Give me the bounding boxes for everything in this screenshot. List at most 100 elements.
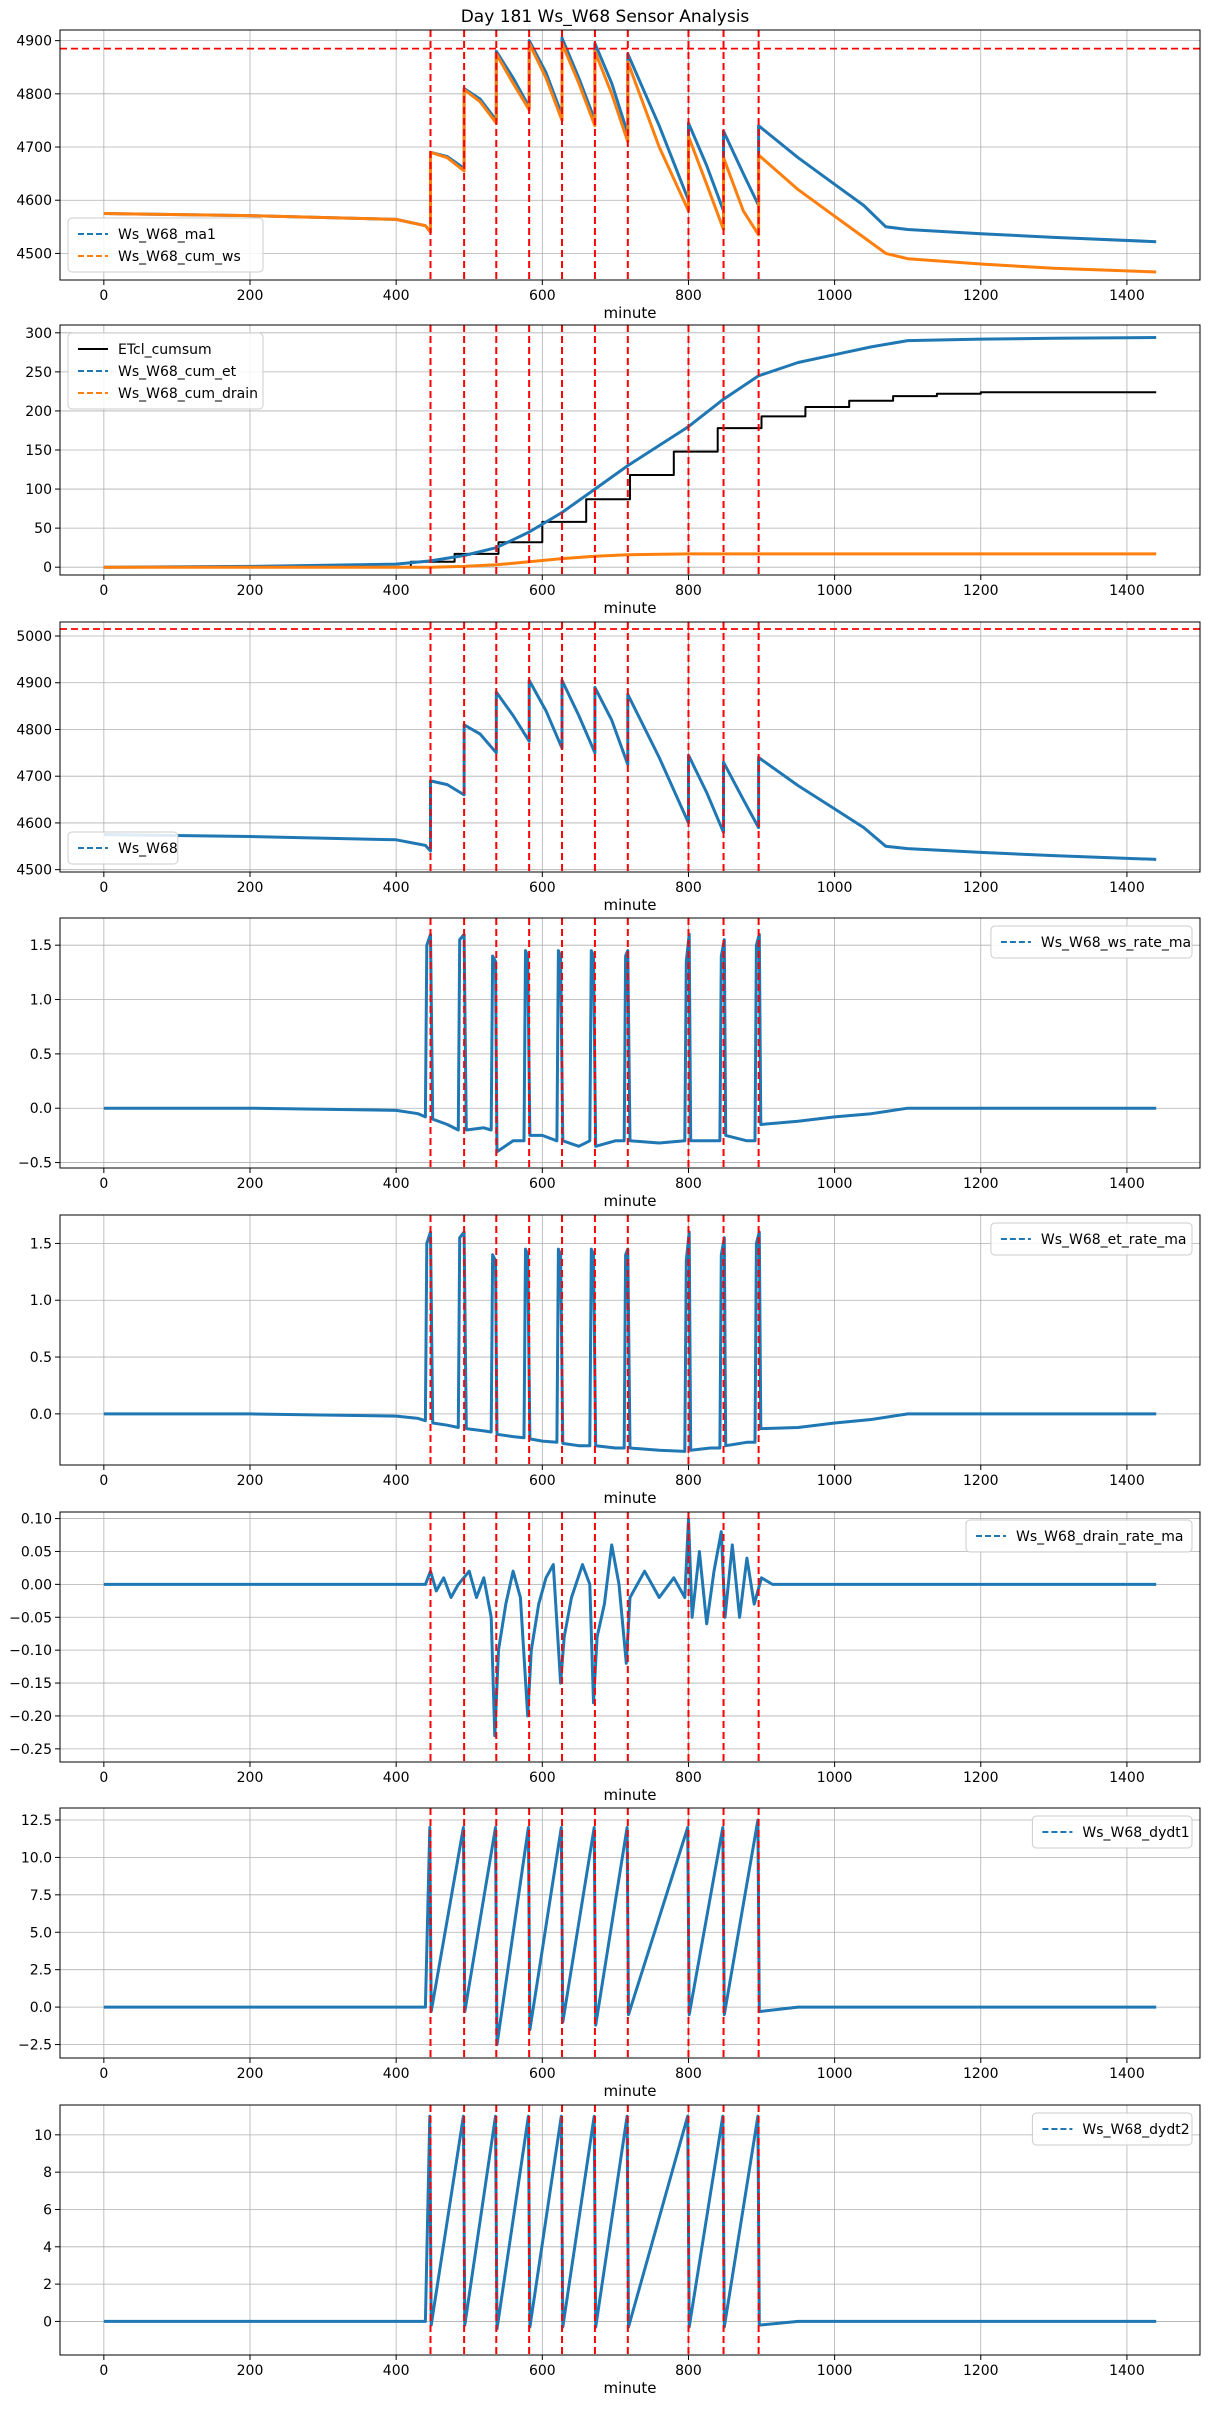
y-tick-label: 1.0: [30, 1293, 52, 1309]
x-tick-label: 1000: [817, 583, 853, 599]
series-line-Ws_W68_cum_ws: [103, 41, 1157, 274]
legend-box: [1031, 1815, 1193, 1849]
x-tick-label: 1000: [817, 2066, 853, 2082]
legend-label: ETcl_cumsum: [118, 342, 212, 358]
y-tick-label: 4500: [16, 863, 52, 879]
series-line-ETcl_cumsum: [103, 391, 1157, 569]
x-tick-label: 600: [529, 2363, 556, 2379]
y-tick-label: 0.10: [21, 1512, 52, 1528]
y-tick-label: 5.0: [30, 1925, 52, 1941]
x-tick-label: 600: [529, 1176, 556, 1192]
x-tick-label: 800: [675, 2363, 702, 2379]
x-tick-label: 1400: [1109, 1473, 1145, 1489]
series-line-Ws_W68_et_rate_ma: [103, 1230, 1157, 1453]
x-tick-label: 1000: [817, 2363, 853, 2379]
legend-box: [67, 332, 264, 410]
legend: Ws_W68_ma1 Ws_W68_cum_ws: [67, 217, 264, 273]
y-tick-label: 2: [43, 2277, 52, 2293]
x-tick-label: 600: [529, 288, 556, 304]
x-tick-label: 1400: [1109, 1770, 1145, 1786]
y-tick-label: 4600: [16, 816, 52, 832]
x-tick-label: 0: [99, 1473, 108, 1489]
x-axis-label: minute: [604, 1786, 657, 1804]
legend: Ws_W68_dydt1: [1031, 1815, 1193, 1849]
x-tick-label: 800: [675, 1473, 702, 1489]
y-tick-label: 4900: [16, 676, 52, 692]
x-tick-label: 200: [237, 1473, 264, 1489]
x-tick-label: 400: [383, 583, 410, 599]
x-tick-label: 600: [529, 2066, 556, 2082]
axes-frame: [59, 1214, 1201, 1466]
x-tick-label: 400: [383, 2066, 410, 2082]
axes-frame: [59, 1511, 1201, 1763]
y-tick-label: 4600: [16, 193, 52, 209]
x-tick-label: 800: [675, 583, 702, 599]
y-tick-label: −0.05: [9, 1610, 52, 1626]
y-tick-label: 0.05: [21, 1544, 52, 1560]
y-tick-label: 10.0: [21, 1850, 52, 1866]
x-tick-label: 800: [675, 288, 702, 304]
y-tick-label: 2.5: [30, 1963, 52, 1979]
x-tick-label: 1400: [1109, 1176, 1145, 1192]
x-axis-label: minute: [604, 304, 657, 322]
series-line-Ws_W68_cum_et: [103, 336, 1157, 569]
x-tick-label: 0: [99, 2363, 108, 2379]
panel-2: 0 200 400 600 800 1000 1200 1400 0 50 100 150 200 250…: [25, 324, 1201, 617]
plot-area: [60, 30, 1200, 280]
y-tick-label: 0.0: [30, 2000, 52, 2016]
series-line-Ws_W68: [103, 678, 1157, 861]
x-tick-label: 200: [237, 1176, 264, 1192]
y-tick-label: −0.25: [9, 1742, 52, 1758]
x-tick-label: 1400: [1109, 880, 1145, 896]
legend-label: Ws_W68_ws_rate_ma: [1041, 935, 1191, 951]
y-tick-label: 100: [25, 482, 52, 498]
x-tick-label: 200: [237, 583, 264, 599]
x-tick-label: 1200: [963, 2363, 999, 2379]
x-axis-label: minute: [604, 1489, 657, 1507]
x-tick-label: 600: [529, 583, 556, 599]
y-tick-label: 12.5: [21, 1813, 52, 1829]
x-tick-label: 400: [383, 880, 410, 896]
x-tick-label: 400: [383, 1473, 410, 1489]
y-tick-label: −0.15: [9, 1676, 52, 1692]
x-tick-label: 1000: [817, 1176, 853, 1192]
x-tick-label: 0: [99, 1770, 108, 1786]
x-tick-label: 0: [99, 288, 108, 304]
y-tick-label: 300: [25, 326, 52, 342]
y-tick-label: 0.00: [21, 1577, 52, 1593]
y-tick-label: 5000: [16, 629, 52, 645]
y-tick-label: 4800: [16, 87, 52, 103]
x-tick-label: 0: [99, 2066, 108, 2082]
x-tick-label: 1200: [963, 1473, 999, 1489]
y-tick-label: 150: [25, 443, 52, 459]
x-tick-label: 0: [99, 880, 108, 896]
y-tick-label: 4800: [16, 722, 52, 738]
y-tick-label: 1.5: [30, 938, 52, 954]
x-tick-label: 400: [383, 288, 410, 304]
x-tick-label: 1000: [817, 880, 853, 896]
x-tick-label: 1200: [963, 1176, 999, 1192]
y-tick-label: 0: [43, 2314, 52, 2330]
x-tick-label: 0: [99, 583, 108, 599]
series-line-Ws_W68_dydt1: [103, 1818, 1157, 2046]
y-tick-label: 250: [25, 365, 52, 381]
y-tick-label: −0.20: [9, 1709, 52, 1725]
x-tick-label: 400: [383, 1176, 410, 1192]
x-tick-label: 1000: [817, 1473, 853, 1489]
series-line-Ws_W68_ws_rate_ma: [103, 932, 1157, 1154]
x-tick-label: 200: [237, 2363, 264, 2379]
plot-area: [60, 622, 1200, 872]
legend-label: Ws_W68_dydt1: [1082, 1825, 1189, 1841]
legend-label: Ws_W68: [118, 841, 178, 857]
y-tick-label: 8: [43, 2165, 52, 2181]
x-axis-label: minute: [604, 599, 657, 617]
x-tick-label: 200: [237, 880, 264, 896]
y-tick-label: 7.5: [30, 1888, 52, 1904]
x-tick-label: 600: [529, 1770, 556, 1786]
axes-frame: [59, 917, 1201, 1169]
y-tick-label: −0.10: [9, 1643, 52, 1659]
panel-1: 0 200 400 600 800 1000 1200 1400 4500 4600 4700 480…: [16, 29, 1201, 322]
plot-area: [103, 1512, 1157, 1762]
x-tick-label: 1400: [1109, 2363, 1145, 2379]
axes-frame: [59, 1807, 1201, 2059]
